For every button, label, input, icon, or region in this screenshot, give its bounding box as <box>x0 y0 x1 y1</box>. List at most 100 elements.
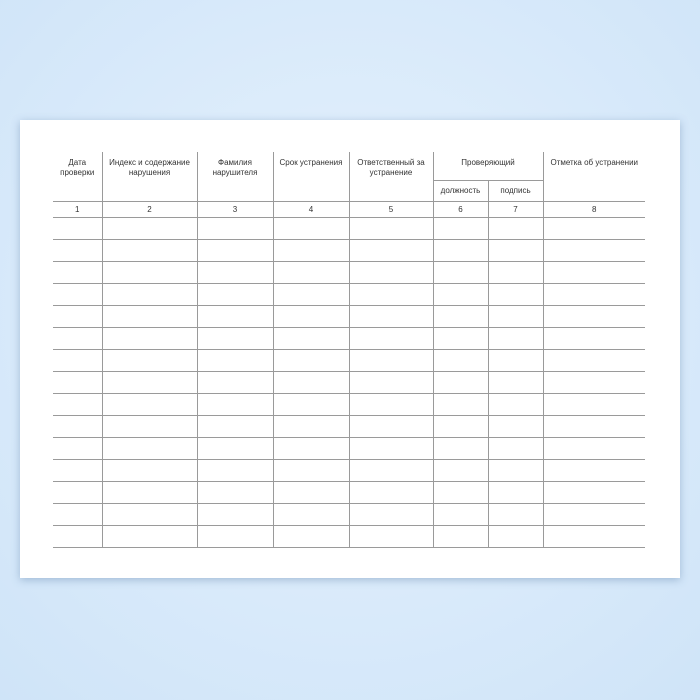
table-row <box>53 327 645 350</box>
table-cell <box>196 459 274 482</box>
table-cell <box>53 437 103 460</box>
table-cell <box>272 371 350 394</box>
table-cell <box>196 481 274 504</box>
table-cell <box>196 415 274 438</box>
table-cell <box>487 437 544 460</box>
table-cell <box>196 239 274 262</box>
table-cell <box>432 503 489 526</box>
table-cell <box>348 371 434 394</box>
table-cell <box>348 437 434 460</box>
table-row <box>53 393 645 416</box>
table-row <box>53 239 645 262</box>
table-row <box>53 305 645 328</box>
table-cell <box>432 283 489 306</box>
table-cell <box>432 437 489 460</box>
table-cell <box>542 371 645 394</box>
table-cell <box>101 261 198 284</box>
table-cell <box>348 481 434 504</box>
table-cell <box>487 217 544 240</box>
table-cell <box>432 415 489 438</box>
table-cell <box>196 349 274 372</box>
header-violator: Фамилия нарушителя <box>196 152 274 202</box>
table-cell <box>542 239 645 262</box>
table-row <box>53 415 645 438</box>
table-cell <box>348 283 434 306</box>
table-cell <box>542 283 645 306</box>
table-cell <box>542 393 645 416</box>
subheader-position: должность <box>433 180 489 202</box>
journal-table: Дата проверки Индекс и содержание наруше… <box>53 152 645 548</box>
table-cell <box>53 503 103 526</box>
table-cell <box>432 349 489 372</box>
table-cell <box>53 217 103 240</box>
table-cell <box>487 261 544 284</box>
column-number: 5 <box>348 201 434 218</box>
table-cell <box>432 239 489 262</box>
header-deadline: Срок устранения <box>272 152 350 202</box>
table-row <box>53 503 645 526</box>
table-cell <box>487 503 544 526</box>
table-cell <box>542 217 645 240</box>
table-cell <box>53 349 103 372</box>
table-row <box>53 217 645 240</box>
table-cell <box>196 261 274 284</box>
table-cell <box>196 503 274 526</box>
table-row <box>53 349 645 372</box>
subheader-signature: подпись <box>487 180 543 202</box>
table-cell <box>272 305 350 328</box>
table-cell <box>101 371 198 394</box>
table-cell <box>101 481 198 504</box>
table-cell <box>53 327 103 350</box>
table-cell <box>101 437 198 460</box>
table-cell <box>101 283 198 306</box>
table-cell <box>53 459 103 482</box>
table-cell <box>272 415 350 438</box>
table-cell <box>542 327 645 350</box>
table-cell <box>542 349 645 372</box>
table-cell <box>101 459 198 482</box>
header-violation: Индекс и содержание нарушения <box>101 152 198 202</box>
table-cell <box>196 283 274 306</box>
header-inspector: Проверяющий <box>432 152 544 181</box>
table-row <box>53 437 645 460</box>
table-cell <box>196 371 274 394</box>
table-cell <box>196 327 274 350</box>
table-cell <box>53 305 103 328</box>
table-cell <box>101 349 198 372</box>
table-cell <box>348 305 434 328</box>
table-cell <box>348 217 434 240</box>
table-cell <box>542 481 645 504</box>
table-cell <box>487 349 544 372</box>
journal-page: Дата проверки Индекс и содержание наруше… <box>20 120 680 578</box>
table-cell <box>196 217 274 240</box>
table-cell <box>53 371 103 394</box>
table-cell <box>53 393 103 416</box>
column-number: 4 <box>272 201 350 218</box>
table-cell <box>53 283 103 306</box>
header-date: Дата проверки <box>53 152 103 202</box>
column-number: 1 <box>53 201 103 218</box>
table-cell <box>272 393 350 416</box>
table-cell <box>542 415 645 438</box>
table-cell <box>487 327 544 350</box>
table-cell <box>196 305 274 328</box>
table-cell <box>487 481 544 504</box>
table-cell <box>53 261 103 284</box>
table-row <box>53 261 645 284</box>
table-cell <box>272 349 350 372</box>
table-cell <box>432 217 489 240</box>
table-cell <box>53 239 103 262</box>
table-cell <box>348 525 434 548</box>
table-cell <box>53 481 103 504</box>
table-cell <box>272 503 350 526</box>
table-cell <box>432 371 489 394</box>
table-cell <box>487 283 544 306</box>
table-cell <box>348 239 434 262</box>
table-cell <box>101 305 198 328</box>
table-cell <box>348 415 434 438</box>
table-row <box>53 283 645 306</box>
table-cell <box>542 503 645 526</box>
table-cell <box>542 525 645 548</box>
table-cell <box>53 415 103 438</box>
table-cell <box>487 415 544 438</box>
